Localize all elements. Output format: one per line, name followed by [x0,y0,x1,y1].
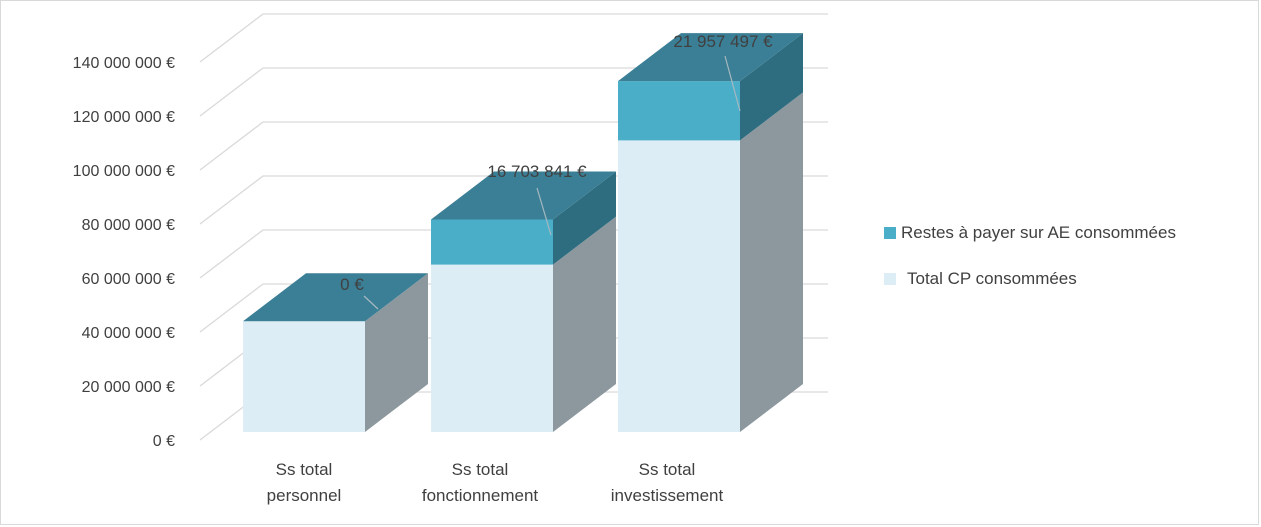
y-tick-label: 0 € [153,433,175,450]
bar-segment-total-cp [618,140,740,432]
y-tick-label: 40 000 000 € [82,325,176,342]
y-tick-label: 100 000 000 € [73,163,175,180]
bar-top-face [618,33,803,82]
legend-swatch [884,227,896,239]
gridline [199,13,828,63]
data-label: 16 703 841 € [487,162,587,181]
data-label-leader [363,295,379,310]
y-tick-label: 20 000 000 € [82,379,176,396]
x-category-label: Ss total [639,460,696,479]
bar-segment-restes-a-payer [431,219,553,265]
bar-side-stack [553,171,616,265]
legend-label: Restes à payer sur AE consommées [901,223,1176,242]
bar-segment-restes-a-payer [618,81,740,141]
x-category-label: Ss total [452,460,509,479]
data-label-leader [724,55,741,112]
bar-top-face [431,171,616,220]
y-tick-label: 140 000 000 € [73,55,175,72]
legend-swatch [884,273,896,285]
data-label: 0 € [340,275,364,294]
x-category-label: fonctionnement [422,486,539,505]
data-label: 21 957 497 € [673,32,773,51]
legend: Restes à payer sur AE consommées Total CP… [884,223,1176,288]
x-category-label: investissement [611,486,724,505]
legend-label: Total CP consommées [907,269,1077,288]
x-axis-categories: Ss total personnel Ss total fonctionnement S… [267,460,724,505]
y-tick-label: 80 000 000 € [82,217,176,234]
x-category-label: personnel [267,486,342,505]
data-label-leader [536,187,552,236]
y-axis-ticks: 0 € 20 000 000 € 40 000 000 € 60 000 000 € 8… [73,55,175,450]
bar-side-base [553,216,616,432]
bar-side-base [365,273,428,432]
y-tick-label: 60 000 000 € [82,271,176,288]
x-category-label: Ss total [276,460,333,479]
data-labels: 0 € 16 703 841 € 21 957 497 € [340,32,773,310]
bars [243,33,803,433]
y-tick-label: 120 000 000 € [73,109,175,126]
bar-side-base [740,92,803,433]
bar-side-stack [740,33,803,141]
bar-segment-total-cp [431,264,553,432]
bar-segment-total-cp [243,321,365,432]
bar-top-face [243,273,428,322]
